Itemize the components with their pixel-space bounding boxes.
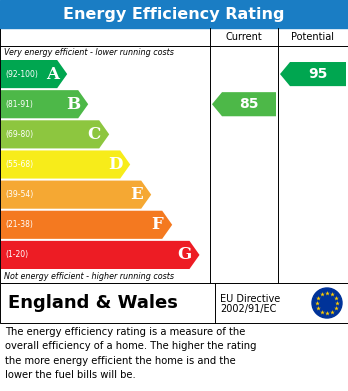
Text: England & Wales: England & Wales bbox=[8, 294, 178, 312]
Polygon shape bbox=[1, 241, 199, 269]
Bar bbox=[0, 28, 348, 283]
Text: Current: Current bbox=[226, 32, 262, 42]
Text: (81-91): (81-91) bbox=[5, 100, 33, 109]
Text: Not energy efficient - higher running costs: Not energy efficient - higher running co… bbox=[4, 272, 174, 281]
Circle shape bbox=[312, 288, 342, 318]
Text: 95: 95 bbox=[308, 67, 328, 81]
Polygon shape bbox=[1, 151, 130, 179]
Text: G: G bbox=[177, 246, 192, 264]
Polygon shape bbox=[280, 62, 346, 86]
Text: C: C bbox=[88, 126, 101, 143]
Text: B: B bbox=[66, 96, 80, 113]
Text: E: E bbox=[130, 186, 143, 203]
Polygon shape bbox=[1, 211, 172, 239]
Text: F: F bbox=[151, 216, 163, 233]
Text: (55-68): (55-68) bbox=[5, 160, 33, 169]
Polygon shape bbox=[1, 120, 109, 149]
Text: (69-80): (69-80) bbox=[5, 130, 33, 139]
Text: (1-20): (1-20) bbox=[5, 250, 28, 260]
Polygon shape bbox=[1, 181, 151, 209]
Bar bbox=[0, 283, 348, 323]
Text: Energy Efficiency Rating: Energy Efficiency Rating bbox=[63, 7, 285, 22]
Text: EU Directive: EU Directive bbox=[220, 294, 280, 304]
Text: (92-100): (92-100) bbox=[5, 70, 38, 79]
Text: (39-54): (39-54) bbox=[5, 190, 33, 199]
Bar bbox=[0, 0, 348, 28]
Text: 85: 85 bbox=[239, 97, 259, 111]
Polygon shape bbox=[1, 60, 67, 88]
Text: The energy efficiency rating is a measure of the
overall efficiency of a home. T: The energy efficiency rating is a measur… bbox=[5, 327, 256, 380]
Text: A: A bbox=[46, 66, 59, 83]
Polygon shape bbox=[212, 92, 276, 116]
Text: Very energy efficient - lower running costs: Very energy efficient - lower running co… bbox=[4, 48, 174, 57]
Polygon shape bbox=[1, 90, 88, 118]
Text: Potential: Potential bbox=[292, 32, 334, 42]
Text: D: D bbox=[108, 156, 122, 173]
Text: (21-38): (21-38) bbox=[5, 220, 33, 229]
Text: 2002/91/EC: 2002/91/EC bbox=[220, 304, 276, 314]
